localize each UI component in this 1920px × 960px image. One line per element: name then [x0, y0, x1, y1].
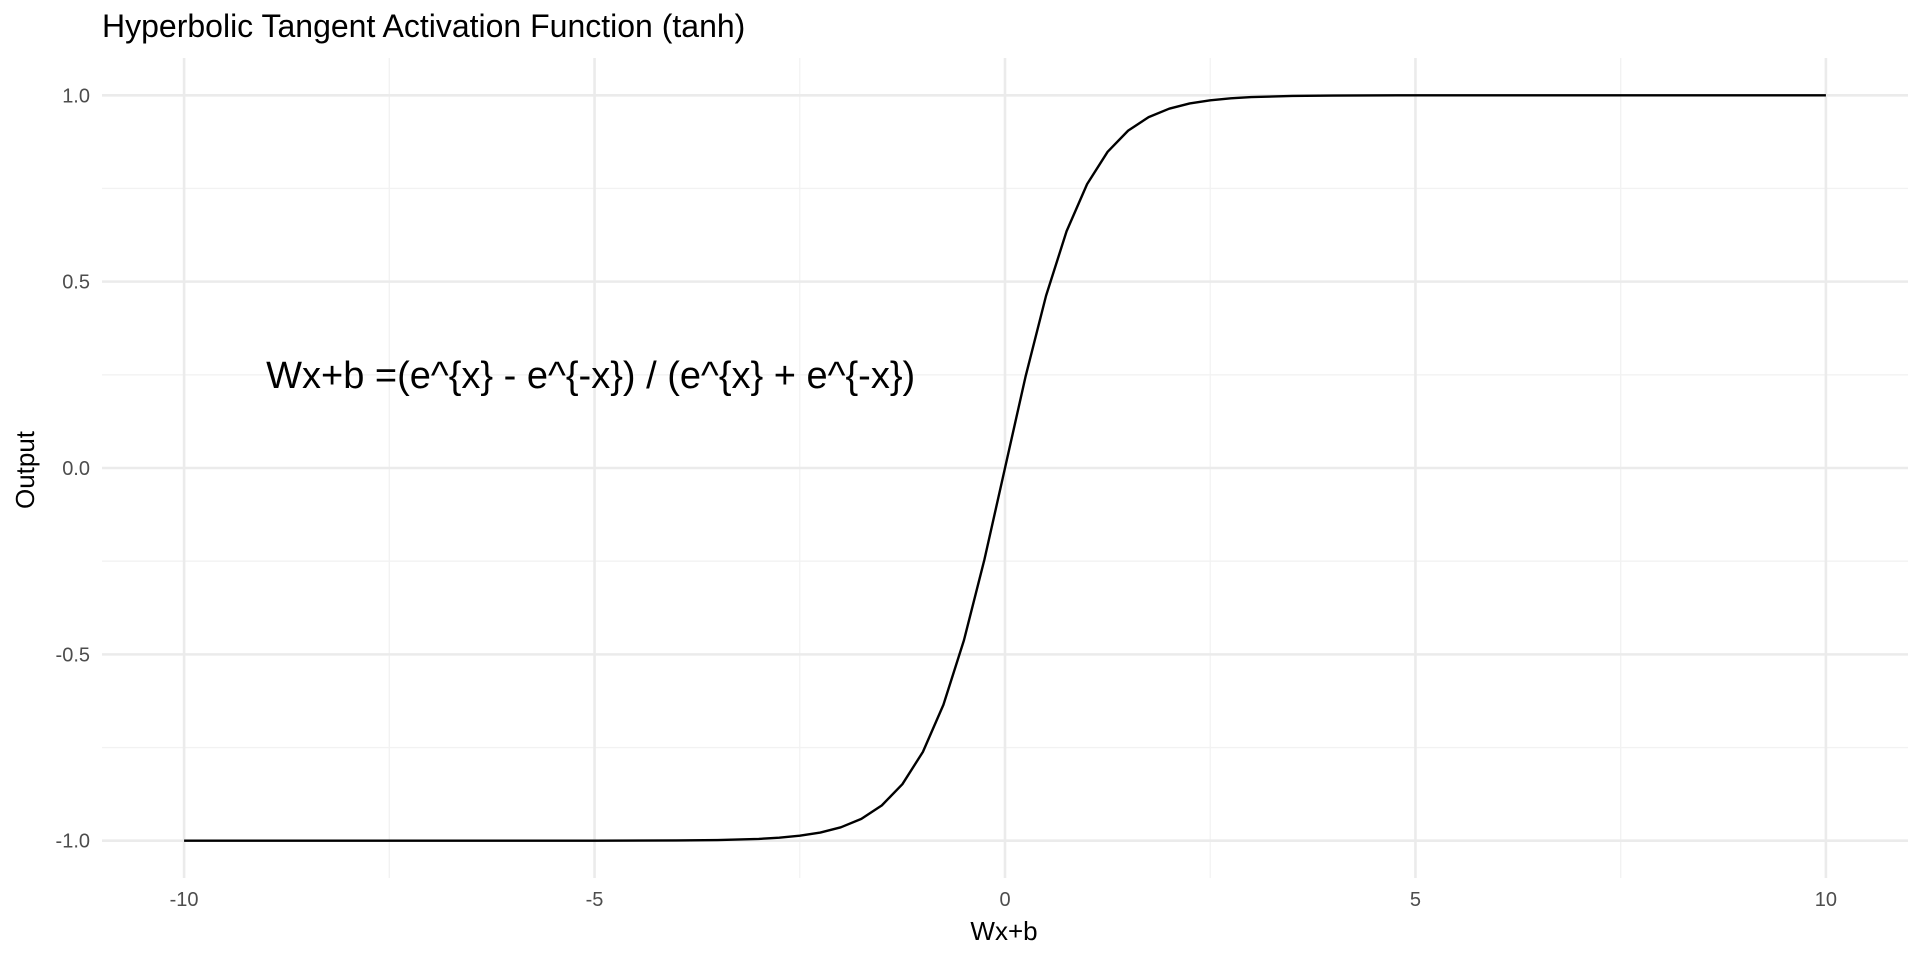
y-axis-title: Output [10, 430, 40, 509]
x-tick-label: -5 [586, 889, 604, 911]
x-axis-ticks: -10 -5 0 5 10 [170, 889, 1837, 911]
chart-title: Hyperbolic Tangent Activation Function (… [102, 8, 746, 44]
y-tick-label: -1.0 [56, 831, 90, 853]
y-tick-label: 0.0 [62, 458, 90, 480]
x-tick-label: 10 [1815, 889, 1837, 911]
tanh-line [184, 94, 1826, 842]
series-layer [184, 94, 1826, 842]
x-tick-label: 5 [1410, 889, 1421, 911]
x-axis-title: Wx+b [970, 916, 1037, 946]
y-tick-label: -0.5 [56, 644, 90, 666]
x-tick-label: -10 [170, 889, 199, 911]
y-axis-ticks: -1.0 -0.5 0.0 0.5 1.0 [56, 85, 90, 852]
y-tick-label: 1.0 [62, 85, 90, 107]
x-tick-label: 0 [999, 889, 1010, 911]
y-tick-label: 0.5 [62, 272, 90, 294]
formula-annotation: Wx+b =(e^{x} - e^{-x}) / (e^{x} + e^{-x}… [266, 355, 915, 397]
